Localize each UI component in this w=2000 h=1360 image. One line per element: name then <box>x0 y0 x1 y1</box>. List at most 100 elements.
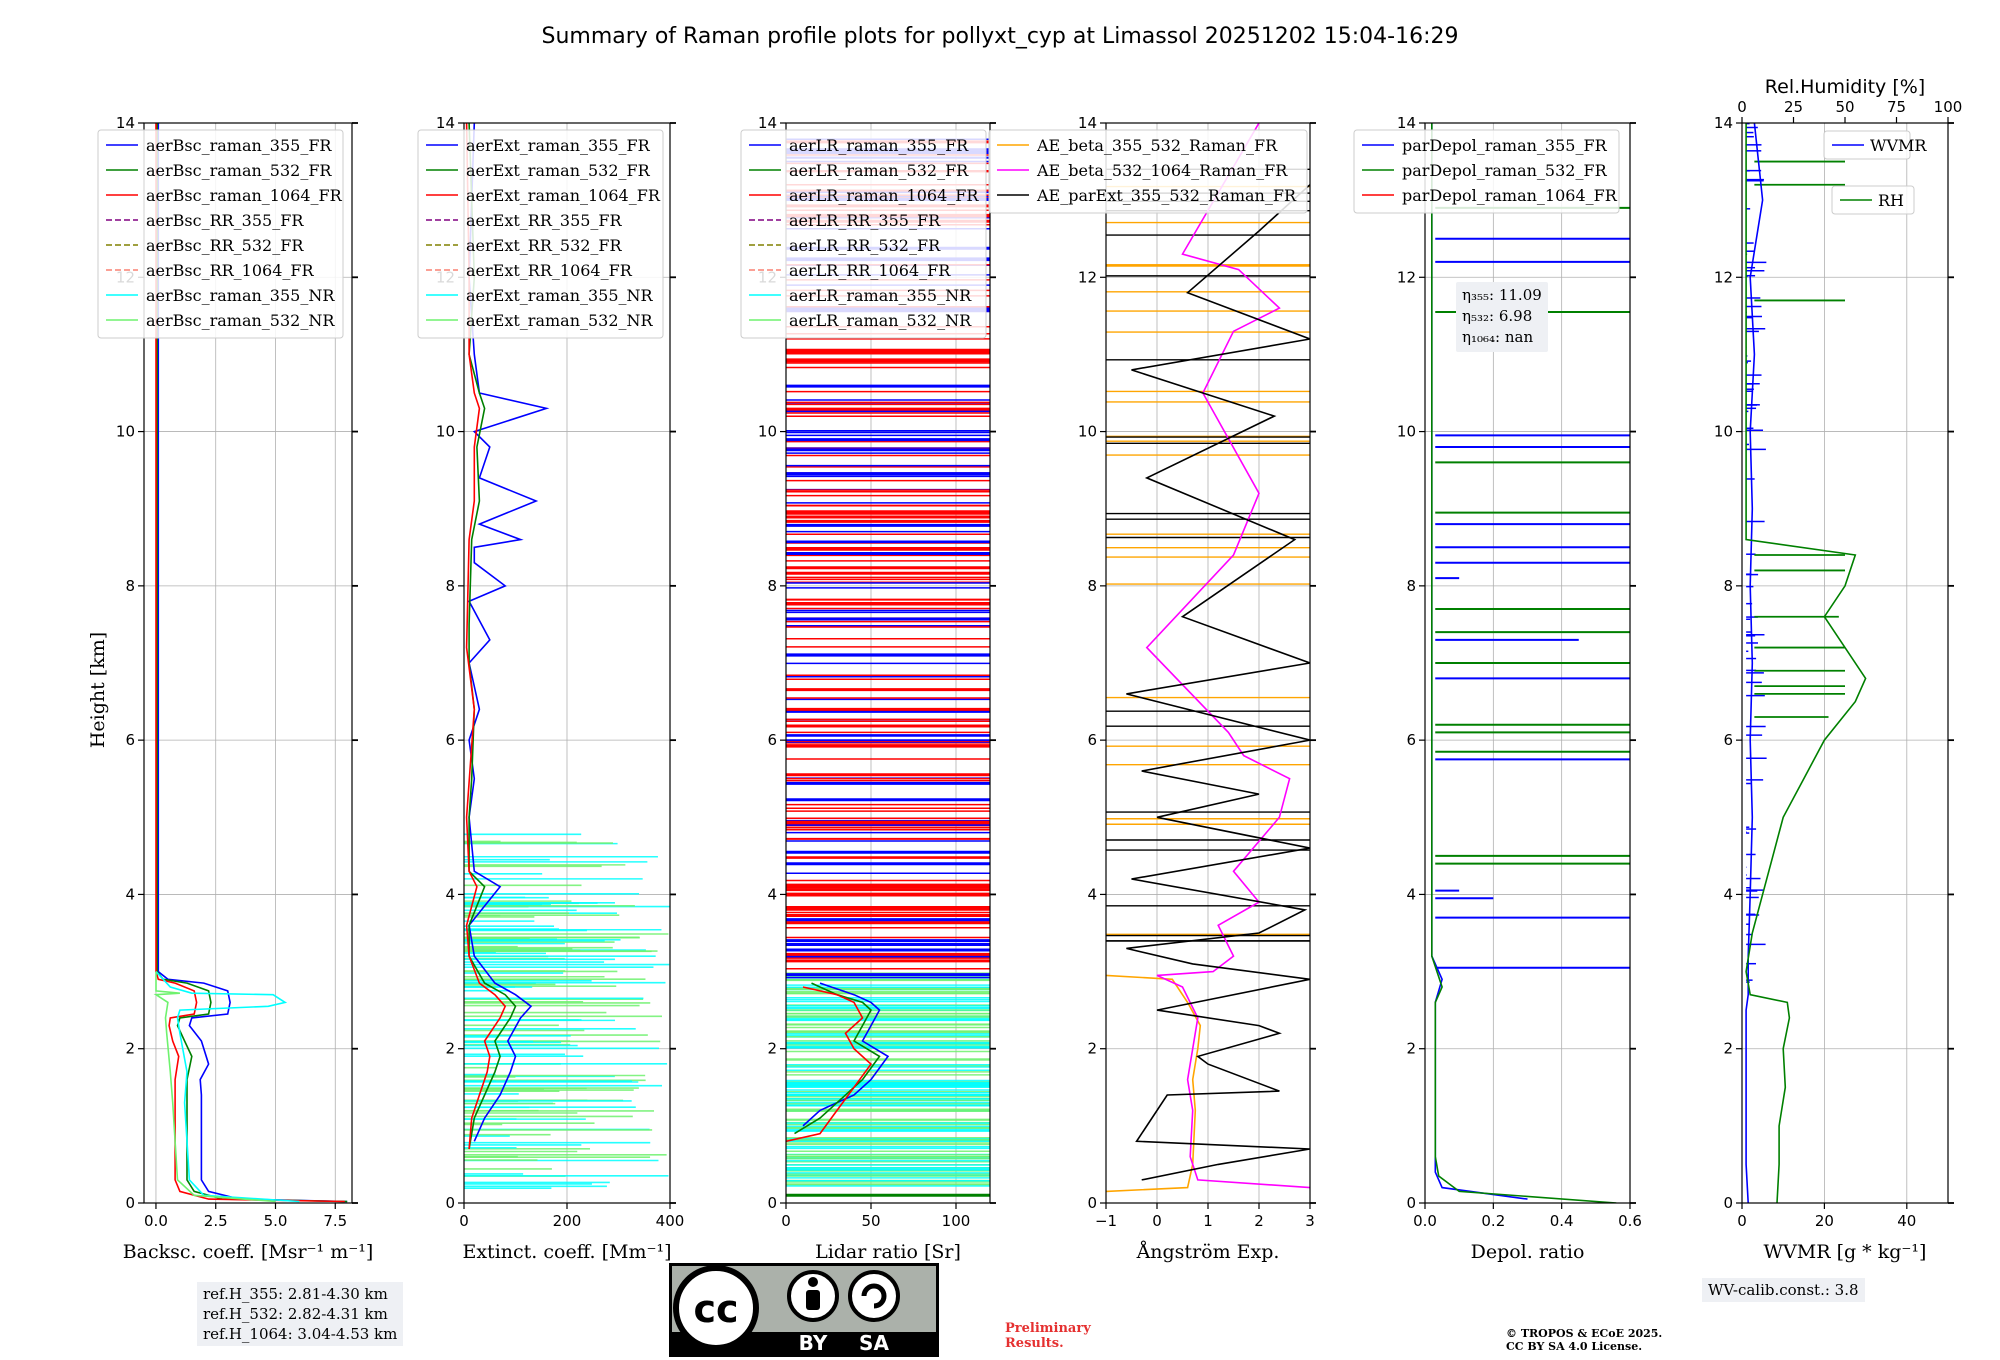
series-parDepol_raman_532_FR <box>1431 123 1617 1203</box>
share-alike-icon <box>848 1270 900 1322</box>
series-aerExt_raman_1064_FR <box>465 123 507 1150</box>
y-tick-label: 4 <box>445 885 455 903</box>
x-tick-label: 40 <box>1897 1212 1916 1230</box>
y-tick-label: 12 <box>1714 268 1733 286</box>
attribution-icon-head <box>808 1277 818 1287</box>
legend-ext: aerExt_raman_355_FR aerExt_raman_532_FRae… <box>417 129 664 339</box>
legend-label: aerExt_RR_1064_FR <box>466 261 633 280</box>
x-axis-label: Ångström Exp. <box>1136 1241 1280 1263</box>
y-tick-label: 8 <box>1406 577 1416 595</box>
series-aerLR_raman_1064_FR <box>786 986 873 1143</box>
y-tick-label: 2 <box>125 1040 135 1058</box>
y-tick-label: 10 <box>436 423 455 441</box>
axes-frame <box>143 122 353 1204</box>
x-tick-label: 50 <box>861 1212 880 1230</box>
x-tick-label: 400 <box>656 1212 685 1230</box>
x-tick-label: 0 <box>1737 1212 1747 1230</box>
legend-dep: parDepol_raman_355_FR parDepol_raman_532_… <box>1353 129 1620 214</box>
top-x-tick-label: 75 <box>1887 98 1906 116</box>
x-tick-label: 7.5 <box>323 1212 347 1230</box>
ref-height-1064: ref.H_1064: 3.04-4.53 km <box>203 1325 398 1343</box>
y-tick-label: 0 <box>125 1194 135 1212</box>
y-tick-label: 6 <box>445 731 455 749</box>
y-tick-label: 10 <box>1714 423 1733 441</box>
legend-box <box>740 129 987 339</box>
y-tick-label: 0 <box>767 1194 777 1212</box>
x-tick-label: 1 <box>1203 1212 1213 1230</box>
top-x-tick-label: 50 <box>1835 98 1854 116</box>
y-tick-label: 14 <box>116 114 135 132</box>
legend-label: aerLR_raman_355_NR <box>789 286 972 305</box>
top-x-tick-label: 100 <box>1934 98 1963 116</box>
panel-dep: 0 2 4 6 8 10 12 14 0.0 0.2 0.4 0.6 Depol. ratio parDe… <box>1353 114 1642 1263</box>
y-tick-label: 0 <box>445 1194 455 1212</box>
cc-license-badge: cc BY SA <box>669 1263 939 1357</box>
y-axis-label: Height [km] <box>87 632 109 748</box>
x-axis-label: Extinct. coeff. [Mm⁻¹] <box>462 1241 671 1263</box>
y-tick-label: 14 <box>1078 114 1097 132</box>
x-tick-label: 0 <box>459 1212 469 1230</box>
axes-frame <box>1424 122 1631 1204</box>
series-AE_beta_355_532_Raman_FR <box>1106 974 1202 1193</box>
legend-label: parDepol_raman_1064_FR <box>1402 186 1618 205</box>
y-tick-label: 6 <box>1087 731 1097 749</box>
figure-title: Summary of Raman profile plots for polly… <box>542 24 1459 49</box>
legend-label: aerBsc_raman_532_NR <box>146 311 335 330</box>
legend-ae: AE_beta_355_532_Raman_FR AE_beta_532_1064… <box>988 129 1308 214</box>
y-tick-label: 10 <box>1078 423 1097 441</box>
legend-label: AE_parExt_355_532_Raman_FR <box>1036 186 1297 205</box>
legend-label: aerLR_raman_355_FR <box>789 136 969 155</box>
y-tick-label: 2 <box>1087 1040 1097 1058</box>
wv-calibration-box: WV-calib.const.: 3.8 <box>1702 1278 1865 1302</box>
y-tick-label: 4 <box>125 885 135 903</box>
legend-label: aerBsc_raman_355_NR <box>146 286 335 305</box>
panel-ext: 024681012140200400Extinct. coeff. [Mm⁻¹]… <box>417 114 685 1263</box>
panel-lr: 02468101214050100Lidar ratio [Sr]aerLR_r… <box>740 114 996 1263</box>
x-axis-label: WVMR [g * kg⁻¹] <box>1764 1241 1927 1263</box>
legend-box <box>988 129 1308 214</box>
x-tick-label: 0 <box>1152 1212 1162 1230</box>
legend-label: aerLR_raman_532_FR <box>789 161 969 180</box>
x-axis-label: Backsc. coeff. [Msr⁻¹ m⁻¹] <box>123 1241 374 1263</box>
y-tick-label: 6 <box>767 731 777 749</box>
ref-height-355: ref.H_355: 2.81-4.30 km <box>203 1285 388 1303</box>
y-tick-label: 4 <box>1087 885 1097 903</box>
sa-label: SA <box>859 1331 889 1355</box>
axes-frame <box>785 122 991 1204</box>
x-tick-label: 200 <box>553 1212 582 1230</box>
series-aerLR_raman_532_FR <box>794 982 881 1135</box>
eta-annotation-line: η₁₀₆₄: nan <box>1462 328 1533 346</box>
series-aerExt_raman_355_FR <box>467 123 550 1142</box>
y-tick-label: 14 <box>758 114 777 132</box>
legend-label: RH <box>1878 191 1904 210</box>
y-tick-label: 10 <box>116 423 135 441</box>
y-tick-label: 8 <box>767 577 777 595</box>
y-tick-label: 14 <box>436 114 455 132</box>
x-tick-label: −1 <box>1095 1212 1117 1230</box>
eta-annotation-line: η₅₃₂: 6.98 <box>1462 307 1532 325</box>
plot-area <box>464 123 670 1190</box>
legend-bsc: aerBsc_raman_355_FR aerBsc_raman_532_FRae… <box>97 129 344 339</box>
legend-label: aerExt_raman_1064_FR <box>466 186 661 205</box>
plot-area <box>1431 123 1630 1203</box>
y-tick-label: 2 <box>1406 1040 1416 1058</box>
plot-area <box>1745 123 1867 1203</box>
series-AE_parExt_355_532_Raman_FR <box>1126 184 1310 1181</box>
y-tick-label: 10 <box>758 423 777 441</box>
legend-label: aerExt_raman_532_NR <box>466 311 654 330</box>
legend-box <box>1831 185 1915 215</box>
copyright-line-2: CC BY SA 4.0 License. <box>1506 1340 1643 1353</box>
legend-label: aerBsc_RR_355_FR <box>146 211 304 230</box>
ref-height-532: ref.H_532: 2.82-4.31 km <box>203 1305 388 1323</box>
legend-box <box>97 129 344 339</box>
y-tick-label: 0 <box>1406 1194 1416 1212</box>
y-tick-label: 12 <box>1397 268 1416 286</box>
legend-label: parDepol_raman_532_FR <box>1402 161 1608 180</box>
x-tick-label: 0.6 <box>1618 1212 1642 1230</box>
legend-label: aerBsc_RR_532_FR <box>146 236 304 255</box>
legend-label: aerExt_RR_532_FR <box>466 236 623 255</box>
y-tick-label: 8 <box>445 577 455 595</box>
